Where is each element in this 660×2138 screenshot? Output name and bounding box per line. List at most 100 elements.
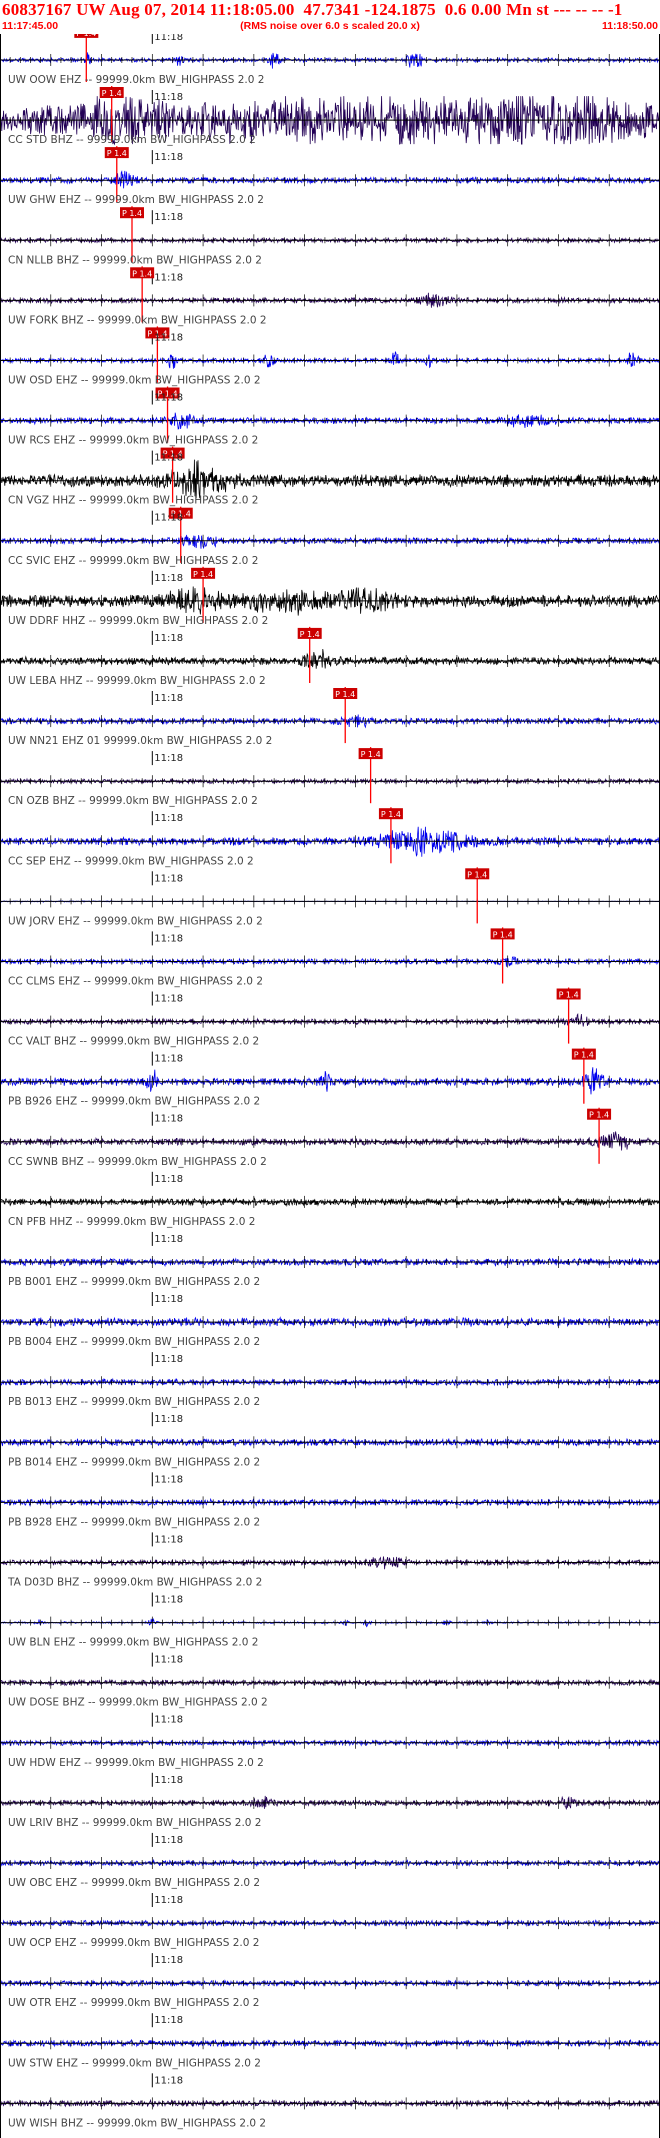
station-label: PB B013 EHZ -- 99999.0km BW_HIGHPASS 2.0… — [8, 1396, 260, 1408]
minute-tick-label: 11:18 — [154, 1174, 183, 1185]
station-label: UW JORV EHZ -- 99999.0km BW_HIGHPASS 2.0… — [8, 915, 263, 927]
pick-label: P 1.4 — [122, 209, 142, 218]
trace-waveform — [0, 826, 660, 857]
trace-waveform — [0, 714, 660, 729]
trace-waveform — [0, 956, 660, 967]
minute-tick-label: 11:18 — [154, 1414, 183, 1425]
station-label: CC STD BHZ -- 99999.0km BW_HIGHPASS 2.0 … — [8, 134, 256, 146]
station-label: PB B004 EHZ -- 99999.0km BW_HIGHPASS 2.0… — [8, 1336, 260, 1348]
pick-box — [120, 207, 144, 219]
seismogram-chart: P 1.4 P 1.4 P 1.4 P 1.4 P 1.4 P 1.4 P 1.4 P 1.4… — [0, 34, 660, 2138]
station-label: PB B926 EHZ -- 99999.0km BW_HIGHPASS 2.0… — [8, 1096, 260, 1108]
pick-layer: P 1.4 P 1.4 P 1.4 P 1.4 P 1.4 P 1.4 P 1.4 P 1.4… — [74, 34, 612, 1164]
event-date: Aug 07, 2014 — [108, 0, 206, 19]
minute-tick-label: 11:18 — [154, 1234, 183, 1245]
station-label: UW HDW EHZ -- 99999.0km BW_HIGHPASS 2.0 … — [8, 1757, 264, 1769]
pick-label: P 1.4 — [163, 450, 183, 459]
pick-box — [130, 267, 155, 279]
minute-tick-label: 11:18 — [154, 1114, 183, 1125]
station-label: PB B928 EHZ -- 99999.0km BW_HIGHPASS 2.0… — [8, 1516, 260, 1528]
pick-label: P 1.4 — [102, 89, 122, 98]
station-label: UW OCP EHZ -- 99999.0km BW_HIGHPASS 2.0 … — [8, 1937, 259, 1949]
event-id: 60837167 — [2, 0, 72, 19]
pick-box — [587, 1108, 612, 1120]
pick-box — [465, 868, 490, 880]
rms-note: (RMS noise over 6.0 s scaled 20.0 x) — [240, 20, 420, 32]
pick-box — [358, 748, 383, 760]
pick-label: P 1.4 — [147, 329, 167, 338]
station-label: UW LEBA HHZ -- 99999.0km BW_HIGHPASS 2.0… — [8, 675, 266, 687]
label-layer: 11:18 UW OOW EHZ -- 99999.0km BW_HIGHPASS… — [7, 34, 272, 2129]
station-label: UW BLN EHZ -- 99999.0km BW_HIGHPASS 2.0 … — [8, 1637, 258, 1649]
minute-tick-label: 11:18 — [154, 573, 183, 584]
station-label: CN VGZ HHZ -- 99999.0km BW_HIGHPASS 2.0 … — [8, 495, 258, 507]
minute-tick-label: 11:18 — [154, 152, 183, 163]
station-label: UW RCS EHZ -- 99999.0km BW_HIGHPASS 2.0 … — [8, 435, 258, 447]
event-location: 47.7341 -124.1875 — [303, 0, 436, 19]
station-label: PB B014 EHZ -- 99999.0km BW_HIGHPASS 2.0… — [8, 1456, 260, 1468]
pick-label: P 1.4 — [157, 390, 177, 399]
station-label: CC CLMS EHZ -- 99999.0km BW_HIGHPASS 2.0… — [8, 976, 263, 988]
trace-waveform — [0, 170, 660, 189]
minute-tick-label: 11:18 — [154, 994, 183, 1005]
trace-waveform — [0, 1377, 660, 1387]
trace-waveform — [0, 648, 660, 669]
pick-label: P 1.4 — [467, 870, 487, 879]
pick-box — [99, 87, 124, 98]
station-label: UW DDRF HHZ -- 99999.0km BW_HIGHPASS 2.0… — [8, 615, 268, 627]
trace-waveform — [0, 1067, 660, 1095]
minute-tick-label: 11:18 — [154, 1715, 183, 1726]
trace-waveform — [0, 1131, 660, 1151]
pick-label: P 1.4 — [107, 149, 127, 158]
pick-label: P 1.4 — [589, 1111, 609, 1120]
minute-tick-label: 11:18 — [154, 873, 183, 884]
minute-tick-label: 11:18 — [154, 1835, 183, 1846]
pick-label: P 1.4 — [493, 930, 513, 939]
trace-waveform — [0, 95, 660, 146]
event-title: 60837167 UW Aug 07, 2014 11:18:05.00 47.… — [2, 0, 623, 20]
station-label: UW NN21 EHZ 01 99999.0km BW_HIGHPASS 2.0… — [8, 735, 272, 747]
minute-tick-label: 11:18 — [154, 332, 183, 343]
station-label: CC VALT BHZ -- 99999.0km BW_HIGHPASS 2.0… — [8, 1036, 259, 1048]
station-label: UW OOW EHZ -- 99999.0km BW_HIGHPASS 2.0 … — [8, 74, 264, 86]
minute-tick-label: 11:18 — [154, 92, 183, 103]
pick-box — [333, 688, 358, 699]
minute-tick-label: 11:18 — [154, 1054, 183, 1065]
end-time: 11:18:50.00 — [601, 20, 658, 32]
minute-tick-label: 11:18 — [154, 693, 183, 704]
minute-tick-label: 11:18 — [154, 34, 183, 43]
minute-tick-label: 11:18 — [154, 1775, 183, 1786]
minute-tick-label: 11:18 — [154, 1955, 183, 1966]
minute-tick-label: 11:18 — [154, 513, 183, 524]
station-label: CN OZB BHZ -- 99999.0km BW_HIGHPASS 2.0 … — [8, 795, 258, 807]
trace-waveform — [0, 351, 660, 369]
trace-waveform — [0, 459, 660, 499]
trace-waveform — [0, 534, 660, 550]
station-label: CN PFB HHZ -- 99999.0km BW_HIGHPASS 2.0 … — [8, 1216, 255, 1228]
minute-tick-label: 11:18 — [154, 633, 183, 644]
pick-box — [571, 1048, 596, 1060]
pick-label: P 1.4 — [361, 750, 381, 759]
minute-tick-label: 11:18 — [154, 1655, 183, 1666]
minute-tick-label: 11:18 — [154, 813, 183, 824]
trace-waveform — [0, 1795, 660, 1810]
event-depth-mag: 0.6 0.00 — [444, 0, 502, 19]
pick-label: P 1.4 — [76, 34, 96, 38]
minute-tick-label: 11:18 — [154, 1474, 183, 1485]
event-network: UW — [76, 0, 106, 19]
minute-tick-label: 11:18 — [154, 272, 183, 283]
pick-label: P 1.4 — [171, 510, 191, 519]
pick-label: P 1.4 — [559, 991, 579, 1000]
pick-label: P 1.4 — [193, 570, 213, 579]
station-label: TA D03D BHZ -- 99999.0km BW_HIGHPASS 2.0… — [7, 1577, 262, 1589]
start-time: 11:17:45.00 — [2, 20, 59, 32]
event-origin-time: 11:18:05.00 — [209, 0, 295, 19]
minute-tick-label: 11:18 — [154, 753, 183, 764]
station-label: UW OSD EHZ -- 99999.0km BW_HIGHPASS 2.0 … — [8, 375, 261, 387]
pick-label: P 1.4 — [300, 630, 320, 639]
station-label: CC SEP EHZ -- 99999.0km BW_HIGHPASS 2.0 … — [8, 855, 254, 867]
minute-tick-label: 11:18 — [154, 1595, 183, 1606]
station-label: UW STW EHZ -- 99999.0km BW_HIGHPASS 2.0 … — [8, 2057, 261, 2069]
minute-tick-label: 11:18 — [154, 2075, 183, 2086]
pick-box — [378, 808, 403, 820]
